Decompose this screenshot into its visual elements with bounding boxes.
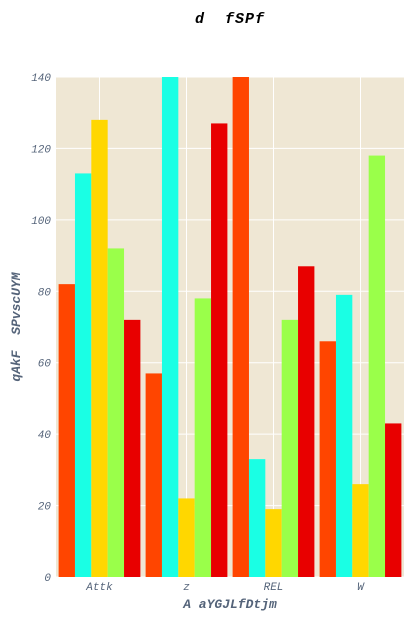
bar-z-3 (178, 498, 195, 577)
y-tick-labels: 0 20 40 60 80 100 120 140 (31, 73, 51, 585)
bar-REL-1 (232, 77, 249, 577)
bar-W-5 (385, 423, 402, 577)
bar-W-3 (352, 484, 369, 577)
bar-z-2 (161, 77, 179, 577)
x-tick-label: Attk (85, 582, 113, 594)
y-tick-label: 140 (31, 73, 51, 85)
y-tick-label: 60 (38, 359, 52, 371)
bar-REL-4 (281, 319, 299, 577)
bar-Attk-3 (91, 119, 108, 577)
y-tick-label: 100 (31, 216, 51, 228)
y-tick-label: 20 (38, 502, 52, 514)
bar-Attk-5 (124, 319, 141, 577)
x-tick-label: z (183, 582, 190, 594)
bar-REL-3 (265, 509, 282, 577)
x-tick-label: W (357, 582, 365, 594)
x-tick-label: REL (264, 582, 284, 594)
bar-z-1 (145, 373, 162, 577)
y-tick-label: 40 (38, 430, 52, 442)
bar-W-4 (368, 155, 386, 578)
x-tick-labels: Attk z REL W (85, 582, 365, 594)
bar-REL-5 (298, 266, 315, 577)
bar-z-4 (194, 298, 212, 577)
bar-z-5 (211, 123, 228, 577)
y-tick-label: 120 (31, 144, 51, 156)
bars (58, 77, 402, 578)
y-tick-label: 0 (44, 573, 51, 585)
y-tick-label: 80 (38, 287, 52, 299)
bar-W-1 (319, 341, 336, 577)
bar-Attk-4 (107, 248, 125, 577)
chart-title: d fSPf (195, 11, 265, 28)
bar-W-2 (335, 294, 353, 577)
x-axis-label: A aYGJLfDtjm (182, 597, 277, 612)
bar-Attk-1 (58, 284, 75, 577)
bar-Attk-2 (74, 173, 92, 577)
y-axis-label: qAkF SPvscUYM (9, 271, 24, 381)
bar-REL-2 (248, 459, 266, 577)
